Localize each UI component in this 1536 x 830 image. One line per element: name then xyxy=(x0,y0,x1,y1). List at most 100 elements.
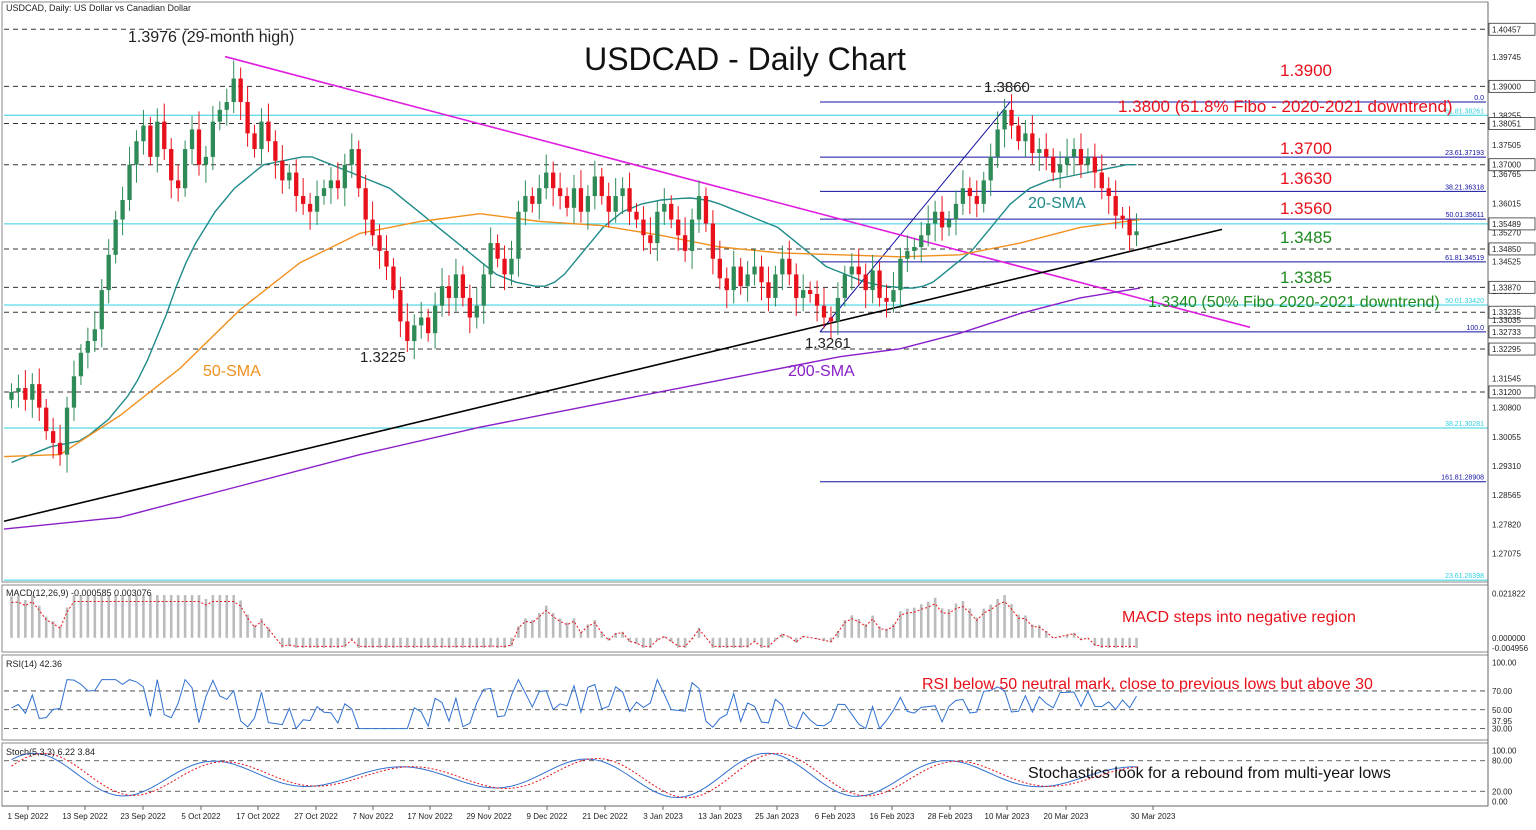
candle-body-63 xyxy=(446,286,452,298)
candle-143 xyxy=(1002,98,1007,148)
fibo-level-label-4: 61.81.34519 xyxy=(1445,255,1484,262)
fibo-level-label-0: 0.0 xyxy=(1474,95,1484,102)
candle-80 xyxy=(564,187,570,217)
date-label-19: 30 Mar 2023 xyxy=(1131,812,1176,821)
candle-129 xyxy=(905,235,910,273)
candle-117 xyxy=(821,287,827,329)
sma50-line xyxy=(3,212,1141,458)
candle-body-129 xyxy=(905,250,910,259)
candle-body-142 xyxy=(995,129,1000,157)
candle-69 xyxy=(488,227,493,288)
candle-body-107 xyxy=(752,266,757,275)
annotation-lvl-1.3340: 1.3340 (50% Fibo 2020-2021 downtrend) xyxy=(1148,294,1440,311)
candle-2 xyxy=(23,370,28,411)
price-tag-4 xyxy=(1488,117,1536,130)
candle-149 xyxy=(1044,133,1049,171)
macd-axis-label-1: 0.000000 xyxy=(1492,634,1526,643)
candle-body-48 xyxy=(342,164,347,189)
candle-74 xyxy=(523,180,528,226)
candle-23 xyxy=(169,138,174,199)
price-tag-9 xyxy=(1488,217,1536,231)
candle-137 xyxy=(960,170,966,215)
price-label-1: 1.39745 xyxy=(1492,53,1521,62)
candle-body-24 xyxy=(175,180,181,189)
candle-body-113 xyxy=(794,274,799,298)
candle-body-56 xyxy=(398,290,403,322)
candle-162 xyxy=(1134,213,1139,247)
candle-body-138 xyxy=(967,188,973,197)
fibo-level-label-1: 23.61.37193 xyxy=(1445,150,1484,157)
stoch-d-line xyxy=(11,752,1137,799)
candle-53 xyxy=(377,224,382,269)
candle-body-59 xyxy=(419,317,424,326)
candle-142 xyxy=(995,111,1000,168)
date-axis: 1 Sep 2022 13 Sep 2022 23 Sep 2022 5 Oct 20… xyxy=(2,805,1488,821)
candle-100 xyxy=(703,187,709,233)
candle-105 xyxy=(738,257,743,295)
macd-signal-line xyxy=(11,600,1137,647)
candle-119 xyxy=(835,282,841,335)
candle-86 xyxy=(606,182,611,228)
date-label-4: 17 Oct 2022 xyxy=(236,812,280,821)
candle-body-33 xyxy=(238,78,243,103)
candle-63 xyxy=(446,275,452,316)
candle-59 xyxy=(419,301,424,339)
candle-body-121 xyxy=(849,266,854,275)
candle-62 xyxy=(439,268,445,317)
candle-160 xyxy=(1120,207,1125,229)
sma20-line xyxy=(11,156,1137,464)
candle-body-51 xyxy=(363,188,368,220)
cyan-level-label-0: 61.81.38261 xyxy=(1445,108,1484,115)
candle-body-58 xyxy=(412,325,417,342)
candle-124 xyxy=(870,254,875,304)
candle-body-54 xyxy=(384,250,389,267)
candle-140 xyxy=(981,171,986,213)
candle-body-17 xyxy=(127,164,132,200)
date-label-8: 29 Nov 2022 xyxy=(466,812,512,821)
price-label-2: 1.39000 xyxy=(1492,82,1521,91)
date-label-17: 10 Mar 2023 xyxy=(985,812,1030,821)
candle-12 xyxy=(92,311,97,352)
candle-154 xyxy=(1078,133,1084,179)
candle-132 xyxy=(926,205,931,247)
annotation-lvl-1.3630: 1.3630 xyxy=(1280,169,1332,188)
candle-body-124 xyxy=(870,270,875,291)
candle-9 xyxy=(71,360,77,421)
candle-body-81 xyxy=(571,188,577,208)
candle-65 xyxy=(460,265,466,307)
candle-104 xyxy=(731,250,736,304)
candle-58 xyxy=(412,314,417,360)
candle-body-157 xyxy=(1099,172,1104,189)
price-tag-0 xyxy=(1488,22,1536,36)
candle-51 xyxy=(363,174,368,236)
stoch-k-line xyxy=(11,752,1137,799)
candle-body-76 xyxy=(537,188,542,204)
candle-body-108 xyxy=(759,266,764,283)
candle-45 xyxy=(321,179,327,205)
candle-146 xyxy=(1023,120,1028,157)
candle-body-92 xyxy=(648,235,653,244)
cyan-level-label-4: 23.61.26398 xyxy=(1445,573,1484,580)
candle-41 xyxy=(294,159,299,212)
candle-18 xyxy=(134,130,139,183)
candle-body-105 xyxy=(738,266,743,287)
candle-8 xyxy=(64,396,70,473)
fibo-level-label-6: 161.81.28908 xyxy=(1441,475,1484,482)
candle-22 xyxy=(162,103,167,161)
candle-127 xyxy=(891,272,896,313)
candle-11 xyxy=(85,327,91,369)
candle-body-11 xyxy=(85,341,91,353)
candle-125 xyxy=(877,261,882,307)
candle-82 xyxy=(578,170,584,223)
candle-body-37 xyxy=(266,121,271,142)
candle-130 xyxy=(912,238,917,260)
price-label-7: 1.36765 xyxy=(1492,170,1521,179)
candle-133 xyxy=(932,200,938,242)
candle-body-50 xyxy=(356,149,361,189)
price-tag-11 xyxy=(1488,242,1536,256)
candle-body-134 xyxy=(939,211,945,228)
candle-body-70 xyxy=(495,243,500,259)
candles xyxy=(9,60,1139,473)
candle-body-52 xyxy=(370,219,375,236)
